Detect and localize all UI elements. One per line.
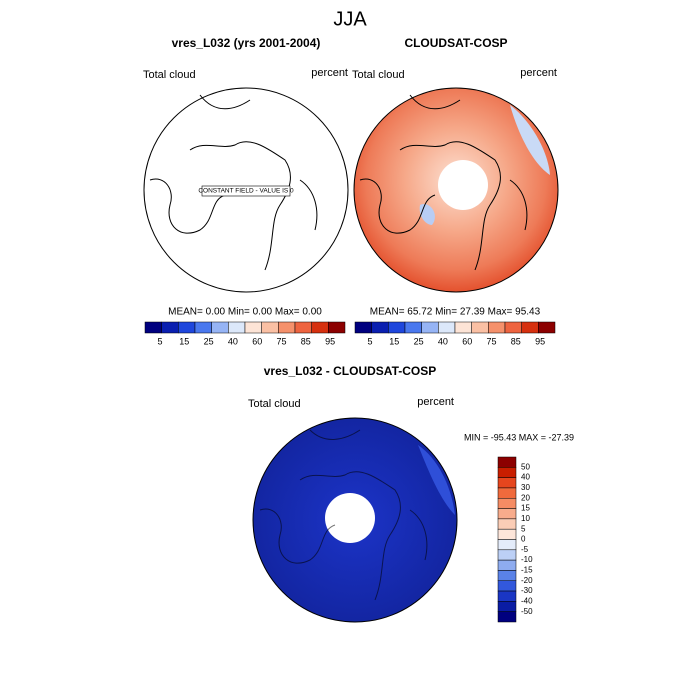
colorbar-label: -40 [521, 596, 533, 605]
colorbar-box [211, 321, 229, 334]
colorbar-label: 25 [204, 336, 214, 346]
colorbar-label: 15 [179, 336, 189, 346]
colorbar-box [497, 590, 517, 602]
colorbar-label: -30 [521, 586, 533, 595]
colorbar-box [497, 528, 517, 540]
colorbar-label: 40 [521, 473, 530, 482]
colorbar-label: -20 [521, 576, 533, 585]
colorbar-box [471, 321, 489, 334]
figure-title: JJA [333, 8, 367, 30]
colorbar-box [497, 518, 517, 530]
colorbar-box [497, 487, 517, 499]
colorbar-label: -5 [521, 545, 529, 554]
colorbar-label: 95 [535, 336, 545, 346]
stats: MEAN= 0.00 Min= 0.00 Max= 0.00 [168, 307, 322, 318]
colorbar-box [261, 321, 279, 334]
map: CONSTANT FIELD - VALUE IS 0 [143, 87, 349, 293]
colorbar-box [438, 321, 456, 334]
colorbar-label: 15 [389, 336, 399, 346]
colorbar-label: 30 [521, 483, 530, 492]
right-label: percent [311, 67, 348, 79]
colorbar-label: 40 [438, 336, 448, 346]
colorbar-label: 75 [486, 336, 496, 346]
colorbar-label: -50 [521, 607, 533, 616]
colorbar-box [538, 321, 556, 334]
colorbar-box [278, 321, 296, 334]
colorbar-box [497, 611, 517, 623]
right-label: percent [520, 67, 557, 79]
colorbar-box [354, 321, 372, 334]
colorbar-box [371, 321, 389, 334]
colorbar-label: 5 [521, 524, 526, 533]
colorbar-box [228, 321, 246, 334]
colorbar-label: 5 [367, 336, 372, 346]
colorbar-box [497, 498, 517, 509]
colorbar-label: 60 [462, 336, 472, 346]
panel-title: vres_L032 - CLOUDSAT-COSP [264, 364, 437, 378]
colorbar-label: -10 [521, 555, 533, 564]
colorbar-label: 85 [511, 336, 521, 346]
colorbar-box [497, 467, 517, 478]
colorbar-box [454, 321, 472, 334]
colorbar-box [311, 321, 329, 334]
colorbar-label: 10 [521, 514, 530, 523]
colorbar-box [421, 321, 439, 334]
colorbar-box [497, 601, 517, 612]
colorbar-label: 40 [228, 336, 238, 346]
colorbar: 5 15 25 40 60 75 85 95 [354, 321, 556, 346]
colorbar-box [497, 559, 517, 571]
colorbar-label: 15 [521, 504, 530, 513]
colorbar-box [497, 549, 517, 561]
colorbar-box [404, 321, 422, 334]
colorbar-box [521, 321, 539, 334]
colorbar-box [388, 321, 406, 334]
left-label: Total cloud [143, 69, 196, 81]
colorbar-box [294, 321, 312, 334]
left-label: Total cloud [352, 69, 405, 81]
colorbar-label: 75 [276, 336, 286, 346]
colorbar-box [161, 321, 179, 334]
colorbar-box [497, 539, 517, 551]
colorbar: 5 15 25 40 60 75 85 95 [144, 321, 346, 346]
colorbar-label: 50 [521, 462, 530, 471]
stats: MEAN= 65.72 Min= 27.39 Max= 95.43 [370, 307, 541, 318]
map [252, 417, 458, 623]
colorbar-label: 60 [252, 336, 262, 346]
colorbar-label: 95 [325, 336, 335, 346]
map [353, 87, 559, 293]
colorbar-box [497, 456, 517, 468]
colorbar-label: 25 [414, 336, 424, 346]
colorbar-box [497, 570, 517, 581]
colorbar-label: 20 [521, 493, 530, 502]
note: CONSTANT FIELD - VALUE IS 0 [198, 188, 294, 195]
colorbar-label: 0 [521, 535, 526, 544]
colorbar-label: 85 [301, 336, 311, 346]
panel-title: vres_L032 (yrs 2001-2004) [172, 36, 321, 50]
colorbar-box [178, 321, 196, 334]
panel-title: CLOUDSAT-COSP [404, 36, 507, 50]
colorbar-label: 5 [157, 336, 162, 346]
colorbar-box [488, 321, 506, 334]
colorbar-box [244, 321, 262, 334]
colorbar-box [497, 477, 517, 489]
colorbar-box [328, 321, 346, 334]
colorbar-box [497, 580, 517, 592]
colorbar-label: -15 [521, 566, 533, 575]
colorbar-box [144, 321, 162, 334]
colorbar-box [194, 321, 212, 334]
left-label: Total cloud [248, 398, 301, 410]
colorbar-box [497, 508, 517, 520]
right-label: percent [417, 396, 454, 408]
colorbar-box [504, 321, 522, 334]
stats: MIN = -95.43 MAX = -27.39 [464, 432, 574, 442]
